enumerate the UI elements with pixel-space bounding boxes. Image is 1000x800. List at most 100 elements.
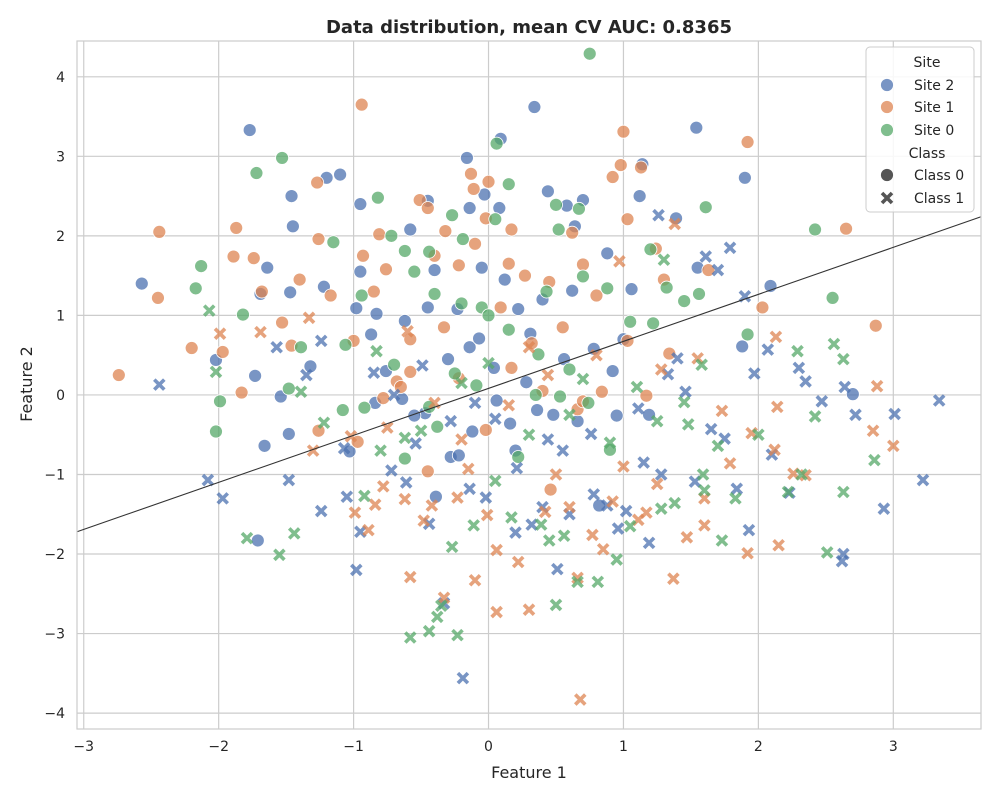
point-site-0-class-0 bbox=[562, 362, 577, 377]
point-site-0-class-0 bbox=[188, 281, 203, 296]
point-site-0-class-0 bbox=[623, 314, 638, 329]
point-site-2-class-1 bbox=[270, 340, 283, 354]
point-site-0-class-1 bbox=[488, 474, 502, 488]
point-site-0-class-0 bbox=[549, 197, 563, 212]
point-site-0-class-1 bbox=[603, 436, 617, 449]
point-site-2-class-1 bbox=[632, 402, 645, 415]
point-site-2-class-1 bbox=[314, 504, 328, 518]
point-site-1-class-1 bbox=[377, 480, 390, 493]
point-site-0-class-1 bbox=[591, 575, 605, 589]
point-site-0-class-1 bbox=[435, 599, 448, 612]
point-site-1-class-0 bbox=[420, 201, 435, 215]
point-site-0-class-1 bbox=[820, 546, 834, 559]
point-site-1-class-1 bbox=[723, 457, 737, 470]
point-site-1-class-1 bbox=[741, 546, 754, 560]
point-site-1-class-1 bbox=[455, 433, 468, 446]
point-site-1-class-0 bbox=[616, 124, 631, 139]
point-site-2-class-0 bbox=[689, 120, 704, 135]
point-site-1-class-0 bbox=[639, 388, 654, 403]
point-site-1-class-1 bbox=[654, 363, 668, 376]
point-site-0-class-1 bbox=[430, 610, 444, 624]
y-tick-label: 4 bbox=[56, 70, 65, 86]
point-site-0-class-1 bbox=[542, 534, 556, 547]
data-points bbox=[111, 46, 946, 706]
point-site-2-class-0 bbox=[333, 167, 348, 182]
point-site-1-class-0 bbox=[740, 135, 755, 149]
point-site-2-class-1 bbox=[300, 368, 313, 382]
point-site-0-class-1 bbox=[650, 414, 664, 428]
point-site-2-class-1 bbox=[587, 488, 601, 501]
legend-marker-site-0 bbox=[880, 123, 894, 137]
point-site-1-class-1 bbox=[541, 368, 555, 382]
point-site-1-class-1 bbox=[596, 542, 610, 556]
point-site-2-class-1 bbox=[444, 414, 458, 428]
point-site-1-class-0 bbox=[151, 291, 165, 305]
legend-marker-site-2 bbox=[880, 78, 894, 92]
point-site-1-class-0 bbox=[543, 482, 558, 497]
point-site-0-class-0 bbox=[825, 291, 840, 305]
point-site-0-class-0 bbox=[501, 177, 516, 192]
point-site-2-class-1 bbox=[642, 536, 656, 550]
point-site-0-class-0 bbox=[338, 337, 353, 352]
point-site-2-class-1 bbox=[385, 464, 398, 477]
y-tick-label: −4 bbox=[44, 706, 65, 722]
point-site-1-class-1 bbox=[490, 605, 503, 619]
point-site-2-class-1 bbox=[611, 522, 625, 535]
point-site-0-class-1 bbox=[571, 575, 584, 589]
y-tick-label: −1 bbox=[44, 467, 65, 483]
point-site-1-class-1 bbox=[398, 492, 412, 506]
point-site-2-class-0 bbox=[283, 285, 298, 300]
tick-labels: −3 −2 −1 0 1 2 3 −4 −3 −2 −1 0 1 2 3 4 bbox=[44, 70, 897, 755]
point-site-1-class-1 bbox=[549, 468, 563, 481]
point-site-0-class-1 bbox=[827, 337, 841, 351]
point-site-0-class-1 bbox=[374, 444, 387, 457]
point-site-0-class-1 bbox=[715, 534, 729, 547]
point-site-0-class-1 bbox=[837, 485, 850, 499]
point-site-2-class-0 bbox=[565, 283, 580, 298]
point-site-2-class-0 bbox=[353, 264, 368, 279]
point-site-0-class-1 bbox=[563, 408, 576, 422]
point-site-0-class-1 bbox=[287, 527, 301, 540]
point-site-2-class-0 bbox=[530, 403, 544, 417]
point-site-2-class-0 bbox=[285, 219, 300, 234]
point-site-0-class-0 bbox=[659, 280, 674, 295]
chart-title: Data distribution, mean CV AUC: 0.8365 bbox=[326, 17, 732, 38]
point-site-2-class-1 bbox=[877, 502, 891, 515]
point-site-2-class-1 bbox=[456, 671, 470, 685]
point-site-0-class-0 bbox=[445, 208, 459, 223]
point-site-1-class-1 bbox=[772, 538, 785, 552]
point-site-2-class-0 bbox=[403, 222, 418, 237]
point-site-0-class-0 bbox=[326, 235, 341, 250]
point-site-1-class-1 bbox=[573, 693, 587, 706]
point-site-0-class-0 bbox=[698, 200, 713, 215]
point-site-0-class-0 bbox=[357, 400, 372, 415]
point-site-0-class-1 bbox=[696, 468, 710, 481]
point-site-2-class-0 bbox=[472, 331, 486, 346]
point-site-0-class-0 bbox=[447, 366, 462, 381]
y-tick-label: 3 bbox=[56, 149, 65, 165]
point-site-0-class-1 bbox=[202, 304, 216, 317]
point-site-2-class-0 bbox=[600, 246, 615, 261]
point-site-2-class-0 bbox=[462, 340, 477, 355]
point-site-0-class-1 bbox=[209, 365, 223, 379]
point-site-2-class-1 bbox=[815, 395, 829, 408]
point-site-2-class-0 bbox=[281, 427, 296, 441]
point-site-1-class-1 bbox=[668, 217, 681, 231]
point-site-0-class-1 bbox=[630, 380, 644, 394]
point-site-1-class-0 bbox=[501, 256, 516, 271]
point-site-1-class-0 bbox=[576, 257, 590, 272]
point-site-2-class-1 bbox=[799, 375, 812, 388]
point-site-0-class-0 bbox=[582, 46, 597, 61]
point-site-2-class-1 bbox=[387, 388, 401, 402]
point-site-2-class-1 bbox=[556, 444, 570, 457]
point-site-2-class-0 bbox=[407, 408, 422, 423]
point-site-2-class-1 bbox=[916, 473, 930, 487]
y-tick-label: −3 bbox=[44, 627, 65, 643]
point-site-0-class-1 bbox=[752, 428, 765, 441]
point-site-0-class-0 bbox=[455, 232, 470, 246]
point-site-1-class-1 bbox=[522, 340, 536, 354]
plot-frame bbox=[76, 40, 982, 730]
point-site-2-class-1 bbox=[932, 394, 946, 407]
point-site-0-class-0 bbox=[528, 388, 543, 402]
legend-marker-class-1 bbox=[880, 191, 894, 205]
